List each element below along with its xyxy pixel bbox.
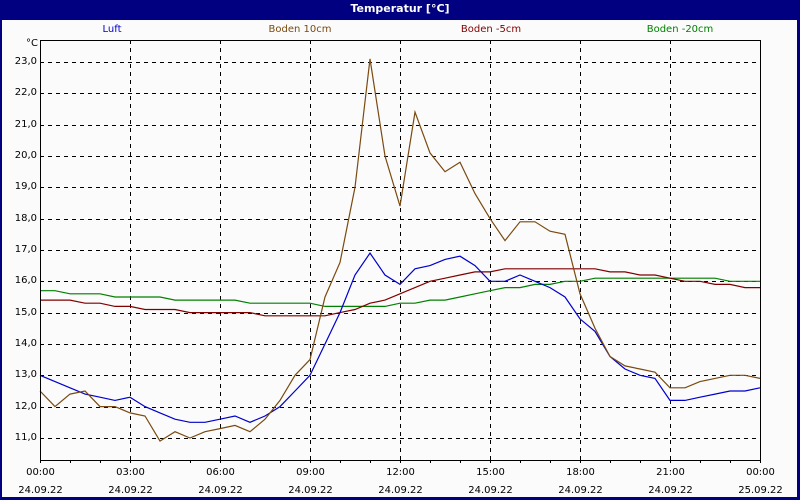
chart-window-title: Temperatur [°C] [0, 0, 800, 20]
x-tick-label: 18:00 24.09.22 [558, 467, 603, 496]
legend-luft: Luft [102, 24, 122, 35]
series-line-boden-10cm [39, 58, 761, 442]
x-tick-label: 15:00 24.09.22 [468, 467, 513, 496]
y-tick-label: 16,0 [14, 274, 37, 286]
x-tick-label: 21:00 24.09.22 [648, 467, 693, 496]
x-tick-label: 12:00 24.09.22 [378, 467, 423, 496]
x-tick-label: 03:00 24.09.22 [108, 467, 153, 496]
x-tick-label: 00:00 24.09.22 [18, 467, 63, 496]
legend-boden-5cm: Boden -5cm [460, 24, 522, 35]
y-tick-label: 14,0 [14, 337, 37, 349]
plot-frame [40, 40, 761, 461]
legend-boden-10cm: Boden 10cm [268, 24, 332, 35]
y-tick-label: 21,0 [14, 118, 37, 130]
series-line-luft [39, 252, 761, 423]
x-tick-label: 09:00 24.09.22 [288, 467, 333, 496]
x-tick-label: 00:00 25.09.22 [738, 467, 783, 496]
y-axis-unit: °C [26, 38, 38, 49]
y-tick-label: 11,0 [14, 431, 37, 443]
legend-boden-20cm: Boden -20cm [646, 24, 714, 35]
x-tick-label: 06:00 24.09.22 [198, 467, 243, 496]
series-line-boden--20cm [40, 277, 760, 307]
chart-panel [2, 20, 797, 497]
y-tick-label: 15,0 [14, 306, 37, 318]
y-tick-label: 12,0 [14, 400, 37, 412]
y-tick-label: 17,0 [14, 243, 37, 255]
y-tick-label: 20,0 [14, 149, 37, 161]
y-tick-label: 23,0 [14, 55, 37, 67]
series-line-boden--5cm [40, 268, 760, 317]
y-tick-label: 13,0 [14, 368, 37, 380]
y-tick-label: 19,0 [14, 180, 37, 192]
y-tick-label: 18,0 [14, 212, 37, 224]
y-tick-label: 22,0 [14, 86, 37, 98]
